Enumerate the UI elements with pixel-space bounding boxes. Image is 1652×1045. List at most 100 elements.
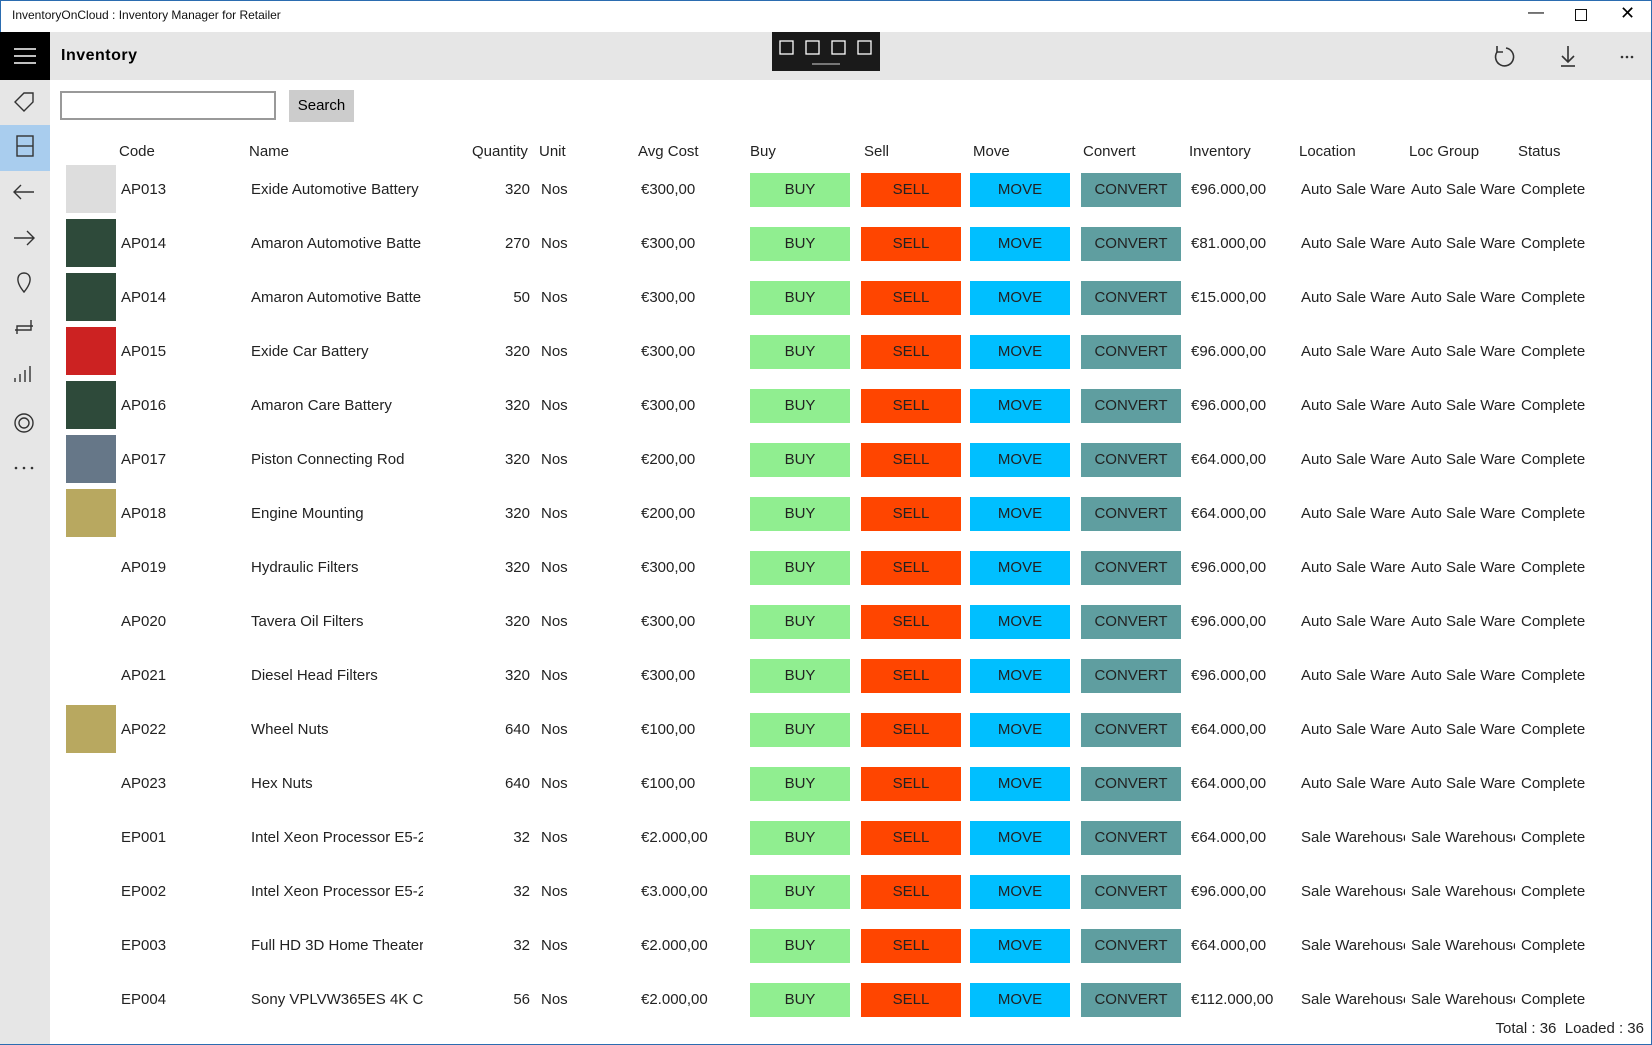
action-button[interactable]: MOVE	[970, 983, 1070, 1017]
action-button[interactable]: MOVE	[970, 875, 1070, 909]
column-header: Code	[119, 143, 155, 160]
action-button[interactable]: CONVERT	[1081, 497, 1181, 531]
action-button[interactable]: SELL	[861, 713, 961, 747]
table-cell: Amaron Automotive Batte	[251, 235, 422, 252]
action-button[interactable]: BUY	[750, 713, 850, 747]
action-button[interactable]: SELL	[861, 551, 961, 585]
action-button[interactable]: MOVE	[970, 443, 1070, 477]
action-button[interactable]: SELL	[861, 929, 961, 963]
action-button[interactable]: CONVERT	[1081, 713, 1181, 747]
action-button[interactable]: MOVE	[970, 497, 1070, 531]
table-cell: Auto Sale Ware	[1411, 559, 1515, 576]
action-button[interactable]: BUY	[750, 551, 850, 585]
table-cell: AP017	[121, 451, 167, 468]
close[interactable]: ✕	[1620, 3, 1636, 23]
thumbnail	[66, 705, 116, 753]
action-button[interactable]: MOVE	[970, 713, 1070, 747]
action-button[interactable]: CONVERT	[1081, 929, 1181, 963]
table-cell: Diesel Head Filters	[251, 667, 378, 684]
action-button[interactable]: MOVE	[970, 389, 1070, 423]
table-cell: €96.000,00	[1191, 559, 1267, 576]
action-button[interactable]: BUY	[750, 767, 850, 801]
table-cell: AP016	[121, 397, 167, 414]
menu-button[interactable]	[0, 32, 50, 80]
action-button[interactable]: BUY	[750, 875, 850, 909]
action-button[interactable]: SELL	[861, 659, 961, 693]
action-button[interactable]: SELL	[861, 389, 961, 423]
action-button[interactable]: BUY	[750, 227, 850, 261]
column-header: Name	[249, 143, 290, 160]
search-input[interactable]	[60, 91, 276, 120]
action-button[interactable]: MOVE	[970, 929, 1070, 963]
action-button[interactable]: BUY	[750, 173, 850, 207]
table-cell: Nos	[541, 505, 568, 522]
action-button[interactable]: SELL	[861, 443, 961, 477]
header-actions[interactable]	[1485, 42, 1635, 72]
maximize[interactable]	[1575, 9, 1587, 21]
action-button[interactable]: SELL	[861, 281, 961, 315]
action-button[interactable]: CONVERT	[1081, 443, 1181, 477]
action-button[interactable]: CONVERT	[1081, 983, 1181, 1017]
action-button[interactable]: BUY	[750, 659, 850, 693]
column-header: Move	[973, 143, 1010, 160]
table-cell: Auto Sale Ware	[1411, 667, 1515, 684]
minimize[interactable]: —	[1528, 4, 1544, 21]
action-button[interactable]: CONVERT	[1081, 821, 1181, 855]
action-button[interactable]: SELL	[861, 767, 961, 801]
action-button[interactable]: SELL	[861, 983, 961, 1017]
action-button[interactable]: CONVERT	[1081, 551, 1181, 585]
action-button[interactable]: CONVERT	[1081, 659, 1181, 693]
action-button[interactable]: CONVERT	[1081, 227, 1181, 261]
table-cell: Auto Sale Ware	[1411, 343, 1515, 360]
table-cell: 320	[504, 181, 530, 198]
debug-toolbar[interactable]	[772, 32, 880, 71]
action-button[interactable]: SELL	[861, 605, 961, 639]
table-cell: AP022	[121, 721, 167, 738]
table-cell: 640	[504, 721, 530, 738]
table-cell: AP021	[121, 667, 167, 684]
table-cell: €2.000,00	[641, 991, 708, 1008]
table-cell: Sale Warehouse	[1411, 883, 1515, 900]
thumbnail	[66, 165, 116, 213]
action-button[interactable]: MOVE	[970, 173, 1070, 207]
action-button[interactable]: SELL	[861, 335, 961, 369]
action-button[interactable]: SELL	[861, 497, 961, 531]
action-button[interactable]: MOVE	[970, 281, 1070, 315]
action-button[interactable]: CONVERT	[1081, 605, 1181, 639]
action-button[interactable]: SELL	[861, 227, 961, 261]
action-button[interactable]: MOVE	[970, 605, 1070, 639]
table-cell: AP018	[121, 505, 167, 522]
action-button[interactable]: MOVE	[970, 659, 1070, 693]
table-cell: €15.000,00	[1191, 289, 1267, 306]
action-button[interactable]: SELL	[861, 875, 961, 909]
action-button[interactable]: BUY	[750, 605, 850, 639]
thumbnail	[66, 381, 116, 429]
action-button[interactable]: MOVE	[970, 227, 1070, 261]
table-cell: Sale Warehouse	[1301, 883, 1405, 900]
action-button[interactable]: MOVE	[970, 335, 1070, 369]
action-button[interactable]: CONVERT	[1081, 389, 1181, 423]
search-button[interactable]: Search	[289, 90, 354, 122]
action-button[interactable]: BUY	[750, 335, 850, 369]
action-button[interactable]: SELL	[861, 821, 961, 855]
action-button[interactable]: BUY	[750, 497, 850, 531]
action-button[interactable]: CONVERT	[1081, 281, 1181, 315]
action-button[interactable]: BUY	[750, 929, 850, 963]
action-button[interactable]: BUY	[750, 821, 850, 855]
action-button[interactable]: BUY	[750, 983, 850, 1017]
action-button[interactable]: SELL	[861, 173, 961, 207]
action-button[interactable]: BUY	[750, 389, 850, 423]
action-button[interactable]: CONVERT	[1081, 335, 1181, 369]
table-cell: 270	[504, 235, 530, 252]
action-button[interactable]: CONVERT	[1081, 173, 1181, 207]
action-button[interactable]: CONVERT	[1081, 875, 1181, 909]
action-button[interactable]: BUY	[750, 443, 850, 477]
action-button[interactable]: MOVE	[970, 767, 1070, 801]
sidebar-icons[interactable]	[0, 80, 50, 480]
action-button[interactable]: MOVE	[970, 821, 1070, 855]
action-button[interactable]: MOVE	[970, 551, 1070, 585]
table-cell: Engine Mounting	[251, 505, 364, 522]
action-button[interactable]: CONVERT	[1081, 767, 1181, 801]
action-button[interactable]: BUY	[750, 281, 850, 315]
table-cell: €300,00	[641, 559, 696, 576]
